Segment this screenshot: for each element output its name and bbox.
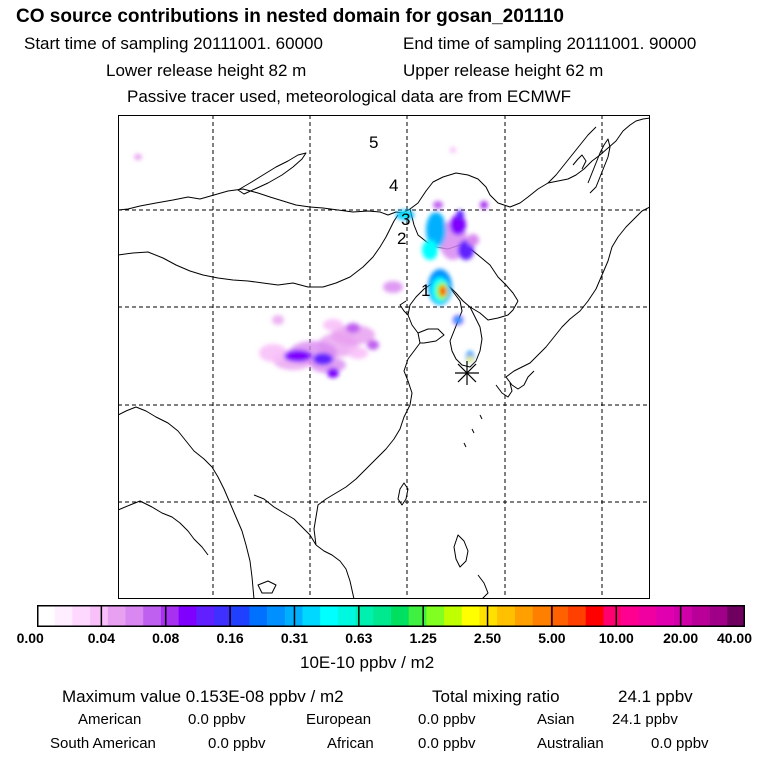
colorbar-segment [709,605,728,627]
map-coastlines [118,117,650,599]
colorbar-tick-label: 20.00 [663,630,699,646]
region-european-name: European [306,711,372,728]
colorbar-segment [497,605,516,627]
colorbar-segment [514,605,533,627]
colorbar [37,605,746,627]
colorbar-tick-label: 1.25 [409,630,437,646]
colorbar-segment [214,605,232,627]
colorbar-segment [143,605,162,627]
total-mixing-ratio-value: 24.1 ppbv [618,687,693,706]
colorbar-segment [391,605,409,627]
colorbar-tick-label: 0.63 [345,630,373,646]
colorbar-segment [461,605,480,627]
colorbar-segment [585,605,604,627]
trajectory-label-2: 2 [397,229,406,248]
map-grid [118,115,650,599]
colorbar-segment [320,605,339,627]
colorbar-segment [355,605,374,627]
region-american-name: American [78,711,142,728]
colorbar-tick-label: 0.04 [87,630,115,646]
colorbar-segment [231,605,250,627]
region-european-value: 0.0 ppbv [418,711,476,728]
colorbar-segment [621,605,640,627]
colorbar-segment [426,605,445,627]
region-american-value: 0.0 ppbv [188,711,246,728]
colorbar-segment [90,605,109,627]
colorbar-segment [638,605,657,627]
colorbar-tick-label: 0.31 [280,630,309,646]
receptor-asterisk-icon [455,361,479,385]
colorbar-tick-label: 2.50 [473,630,502,646]
total-mixing-ratio-label: Total mixing ratio [432,687,560,706]
colorbar-segment [603,605,622,627]
colorbar-segment [267,605,286,627]
map-plot: 1 2 3 4 5 [118,115,650,599]
tracer-info-label: Passive tracer used, meteorological data… [127,87,572,106]
page-title: CO source contributions in nested domain… [16,6,564,27]
colorbar-segment [674,605,693,627]
colorbar-segment [444,605,463,627]
region-asian-name: Asian [537,711,575,728]
colorbar-tick-label: 5.00 [538,630,566,646]
region-african-value: 0.0 ppbv [418,735,476,752]
colorbar-segment [160,605,179,627]
colorbar-segment [568,605,586,627]
colorbar-segment [656,605,675,627]
colorbar-tick-label: 10.00 [598,630,634,646]
trajectory-label-3: 3 [401,210,410,229]
lower-height-label: Lower release height 82 m [106,61,307,80]
trajectory-label-5: 5 [369,133,378,152]
colorbar-tick-label: 0.00 [16,630,44,646]
colorbar-tick-label: 40.00 [716,630,753,646]
region-australian-value: 0.0 ppbv [651,735,709,752]
colorbar-segment [479,605,498,627]
colorbar-segment [691,605,710,627]
colorbar-segment [727,605,746,627]
trajectory-label-1: 1 [421,281,430,300]
colorbar-segment [37,605,55,627]
max-value-label: Maximum value 0.153E-08 ppbv / m2 [62,687,344,706]
colorbar-segment [107,605,126,627]
colorbar-segment [337,605,356,627]
colorbar-segment [373,605,392,627]
colorbar-segment [302,605,321,627]
colorbar-segment [54,605,73,627]
region-south-american-name: South American [50,735,156,752]
region-south-american-value: 0.0 ppbv [208,735,266,752]
colorbar-segment [72,605,91,627]
end-time-label: End time of sampling 20111001. 90000 [403,34,697,53]
concentration-plume [134,147,488,378]
colorbar-tick-label: 0.08 [152,630,180,646]
colorbar-segment [249,605,268,627]
region-asian-value: 24.1 ppbv [612,711,678,728]
colorbar-tick-label: 0.16 [216,630,244,646]
colorbar-segment [178,605,197,627]
colorbar-segment [550,605,569,627]
trajectory-label-4: 4 [389,176,398,195]
colorbar-segment [408,605,427,627]
start-time-label: Start time of sampling 20111001. 60000 [24,34,323,53]
upper-height-label: Upper release height 62 m [403,61,604,80]
colorbar-segment [532,605,551,627]
region-african-name: African [327,735,374,752]
colorbar-unit-label: 10E-10 ppbv / m2 [300,653,435,672]
region-australian-name: Australian [537,735,604,752]
colorbar-segment [196,605,215,627]
colorbar-segment [125,605,144,627]
